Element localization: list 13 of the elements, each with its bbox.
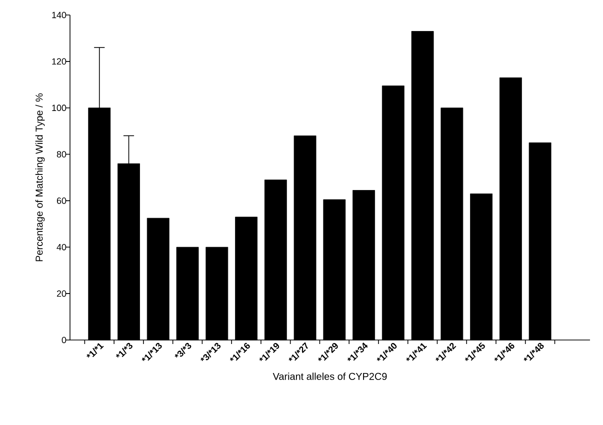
x-tick-label: *3/*3 <box>174 342 192 358</box>
y-tick-label: 60 <box>56 198 66 204</box>
y-tick-label: 20 <box>56 290 66 297</box>
x-axis-title: Variant alleles of CYP2C9 <box>272 372 387 380</box>
y-tick-label: 100 <box>52 104 66 112</box>
y-tick-label: 0 <box>62 336 66 344</box>
y-tick-label: 120 <box>52 58 66 65</box>
y-tick-label: 140 <box>52 12 66 18</box>
y-tick-label: 80 <box>56 151 66 158</box>
x-tick-label: *1/*3 <box>116 342 132 358</box>
y-tick-label: 40 <box>56 244 66 250</box>
y-axis-title: Percentage of Matching Wild Type / % <box>35 93 45 262</box>
x-tick-label: *1/*1 <box>86 343 104 358</box>
